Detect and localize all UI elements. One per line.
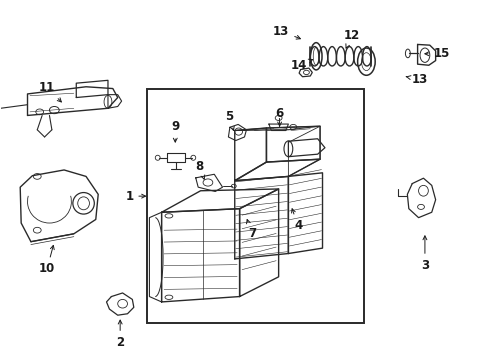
Text: 6: 6 [275,107,283,126]
Text: 11: 11 [39,81,61,102]
Text: 9: 9 [171,120,179,142]
Text: 4: 4 [291,209,302,233]
Text: 5: 5 [224,110,234,130]
Text: 13: 13 [406,73,427,86]
Text: 13: 13 [273,25,300,39]
Text: 15: 15 [424,47,449,60]
Text: 1: 1 [125,190,145,203]
Text: 7: 7 [246,220,255,240]
Bar [147,89,363,323]
Text: 14: 14 [290,59,312,72]
Text: 12: 12 [343,29,359,48]
Text: 10: 10 [39,246,55,275]
Text: 8: 8 [195,160,204,179]
Text: 2: 2 [116,320,124,349]
Text: 3: 3 [420,236,428,272]
